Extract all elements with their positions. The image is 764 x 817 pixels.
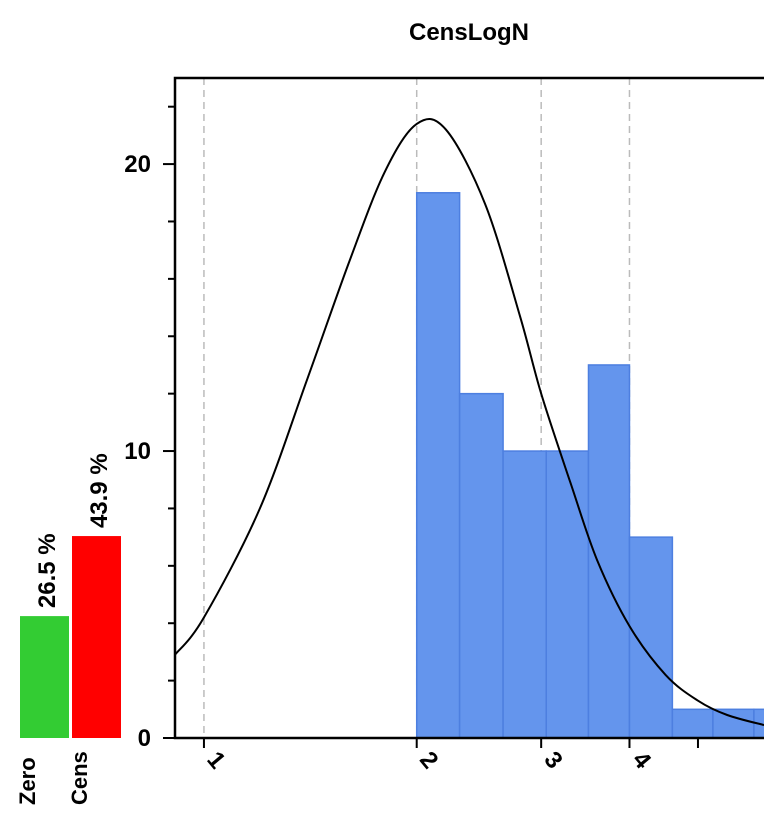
y-tick-label: 20 xyxy=(124,151,151,178)
y-axis-ticks: 0 10 20 xyxy=(124,105,175,752)
x-axis-ticks: 1 2 3 4 xyxy=(201,738,699,775)
histogram-bar xyxy=(415,192,461,739)
side-bar-percent: 43.9 % xyxy=(86,453,113,528)
x-tick-label: 2 xyxy=(414,747,443,775)
x-tick-label: 1 xyxy=(201,747,230,775)
x-tick-label: 3 xyxy=(539,747,568,775)
x-tick-label: 4 xyxy=(627,747,657,775)
side-bar-zero xyxy=(20,616,69,738)
histogram-bar xyxy=(671,708,714,739)
y-tick-label: 10 xyxy=(124,438,151,465)
side-bar-cens xyxy=(72,536,121,738)
histogram-bar xyxy=(458,392,504,739)
plot-frame xyxy=(173,76,764,740)
fit-curve xyxy=(174,118,764,727)
histogram-bar xyxy=(587,364,631,739)
side-bar-label: Cens xyxy=(67,751,92,805)
chart-title: CensLogN xyxy=(409,19,529,46)
histogram-bar xyxy=(502,450,547,739)
histogram-bar xyxy=(712,708,755,739)
y-tick-label: 0 xyxy=(138,725,151,752)
histogram-bars xyxy=(415,192,764,739)
side-bar-label: Zero xyxy=(15,757,40,805)
histogram-bar xyxy=(545,450,590,739)
side-bar-percent: 26.5 % xyxy=(34,533,61,608)
zero-cens-bars: 26.5 % Zero 43.9 % Cens xyxy=(15,453,121,805)
